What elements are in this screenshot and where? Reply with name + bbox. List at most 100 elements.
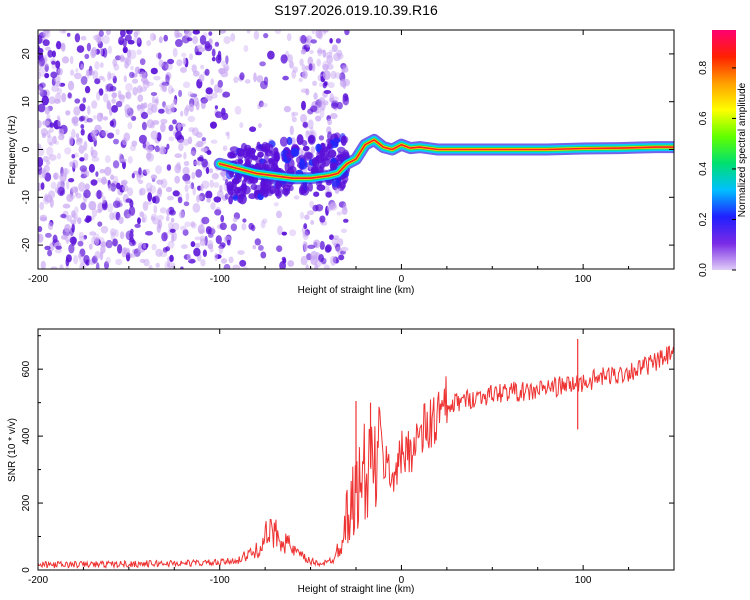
noise-blob: [168, 222, 174, 230]
noise-blob: [184, 180, 191, 185]
noise-blob: [310, 39, 318, 44]
noise-blob: [192, 187, 196, 196]
noise-blob: [151, 213, 158, 220]
noise-blob: [113, 138, 119, 145]
noise-blob: [41, 95, 49, 106]
snr-xtick-label: 0: [399, 575, 405, 586]
noise-blob: [162, 101, 166, 108]
noise-blob: [140, 111, 149, 120]
noise-blob: [267, 50, 275, 60]
noise-blob: [199, 35, 207, 45]
noise-blob: [129, 253, 137, 258]
noise-blob: [70, 69, 75, 76]
noise-blob: [253, 72, 257, 83]
noise-blob: [223, 263, 231, 269]
noise-blob: [201, 158, 208, 168]
noise-blob: [328, 49, 333, 55]
noise-blob: [219, 184, 223, 193]
noise-blob: [70, 219, 77, 225]
noise-blob: [58, 134, 65, 141]
noise-blob: [237, 250, 245, 255]
noise-blob: [239, 122, 244, 129]
noise-blob: [44, 245, 51, 251]
noise-blob: [309, 50, 314, 54]
noise-blob: [131, 78, 139, 84]
noise-blob: [249, 126, 257, 132]
noise-blob: [193, 247, 201, 257]
noise-blob: [279, 261, 286, 269]
noise-blob: [78, 182, 86, 192]
noise-blob: [172, 222, 180, 231]
noise-blob: [128, 206, 136, 216]
noise-blob: [340, 79, 346, 87]
noise-blob: [80, 63, 84, 70]
noise-blob: [145, 231, 153, 236]
noise-blob: [110, 228, 117, 236]
noise-blob: [211, 56, 216, 62]
noise-blob: [312, 80, 318, 87]
noise-blob: [189, 184, 193, 189]
noise-blob: [38, 119, 42, 129]
noise-blob: [47, 221, 54, 231]
noise-blob: [209, 179, 214, 188]
noise-blob: [192, 35, 199, 45]
noise-blob: [192, 30, 200, 35]
noise-blob: [142, 80, 150, 89]
noise-blob: [166, 164, 172, 171]
noise-blob: [67, 92, 72, 99]
noise-blob: [341, 206, 348, 215]
noise-blob: [200, 147, 208, 152]
noise-blob: [83, 189, 91, 199]
noise-blob: [300, 113, 307, 123]
noise-blob: [191, 171, 196, 180]
noise-blob: [65, 257, 70, 267]
colorbar-tick-label: 0.6: [698, 111, 709, 125]
noise-blob: [122, 58, 130, 64]
noise-blob: [119, 54, 125, 63]
noise-blob: [329, 113, 338, 119]
noise-blob: [205, 190, 213, 199]
noise-blob: [242, 218, 247, 223]
noise-blob: [192, 127, 199, 136]
noise-blob: [188, 127, 195, 133]
noise-blob: [236, 148, 245, 157]
noise-blob: [79, 157, 85, 162]
noise-blob: [146, 152, 154, 162]
noise-blob: [176, 161, 181, 171]
noise-blob: [335, 38, 341, 44]
snr-ytick-label: 600: [21, 360, 32, 377]
noise-blob: [111, 98, 116, 104]
noise-blob: [100, 225, 109, 234]
noise-blob: [131, 140, 138, 147]
noise-blob: [166, 143, 170, 150]
noise-blob: [205, 166, 210, 175]
noise-blob: [147, 102, 154, 111]
noise-blob: [157, 52, 162, 60]
noise-blob: [83, 153, 89, 161]
noise-blob: [165, 186, 173, 193]
noise-blob: [277, 225, 283, 236]
noise-blob: [125, 91, 130, 99]
noise-blob: [201, 216, 210, 225]
noise-blob: [138, 134, 147, 144]
noise-blob: [340, 250, 346, 255]
noise-blob: [164, 260, 171, 269]
noise-blob: [302, 230, 309, 241]
colorbar-panel: 0.0 0.2 0.4 0.6 0.8 Normalized spectral ampl…: [698, 30, 748, 277]
noise-blob: [75, 133, 80, 139]
noise-blob: [118, 40, 124, 45]
noise-blob: [84, 53, 90, 60]
noise-blob: [107, 184, 112, 191]
noise-blob: [215, 235, 222, 245]
noise-blob: [307, 56, 314, 66]
noise-blob: [52, 172, 60, 180]
noise-blob: [342, 95, 350, 106]
noise-blob: [233, 76, 239, 84]
noise-blob: [105, 239, 113, 249]
noise-blob: [239, 72, 245, 81]
noise-blob: [55, 80, 61, 87]
noise-blob: [91, 207, 98, 218]
noise-blob: [156, 215, 165, 221]
noise-blob: [123, 48, 128, 53]
noise-blob: [189, 53, 193, 61]
